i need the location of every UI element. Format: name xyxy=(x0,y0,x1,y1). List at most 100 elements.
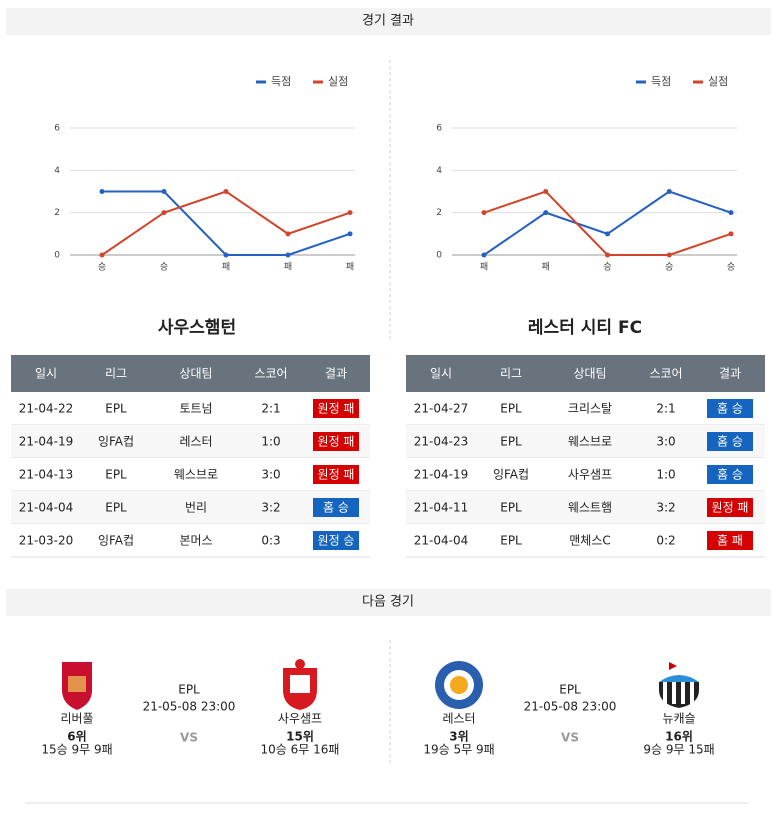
table-cell: 21-04-23 xyxy=(414,435,468,449)
table-cell: EPL xyxy=(105,402,127,416)
team-rank: 15위 xyxy=(286,730,314,744)
team-logo xyxy=(659,682,699,708)
x-tick-label: 패 xyxy=(284,262,292,273)
result-label: 원정 패 xyxy=(318,435,355,449)
x-tick-label: 승 xyxy=(160,262,168,273)
table-cell: EPL xyxy=(500,435,522,449)
table-cell: 웨스트햄 xyxy=(568,501,612,515)
result-label: 원정 패 xyxy=(318,468,355,482)
column-header: 결과 xyxy=(325,367,347,381)
legend-label: 득점 xyxy=(271,75,291,88)
column-header: 결과 xyxy=(719,367,741,381)
data-point xyxy=(285,252,291,258)
team-logo xyxy=(663,682,667,704)
section-title: 다음 경기 xyxy=(362,595,414,610)
data-point xyxy=(666,189,672,194)
table-cell: 3:0 xyxy=(656,435,675,449)
result-badge xyxy=(313,432,359,451)
column-header: 일시 xyxy=(430,367,452,381)
table-row xyxy=(11,392,370,425)
table-header xyxy=(11,355,370,392)
column-header: 상대팀 xyxy=(573,367,606,381)
table-cell: 3:0 xyxy=(261,468,280,482)
series-line xyxy=(102,190,351,256)
y-tick-label: 6 xyxy=(436,124,442,134)
table-row xyxy=(406,392,765,425)
result-badge xyxy=(707,465,753,484)
y-tick-label: 0 xyxy=(436,251,442,261)
result-badge xyxy=(707,399,753,418)
y-tick-label: 2 xyxy=(54,208,60,218)
result-badge xyxy=(707,432,753,451)
team-name: 사우샘프 xyxy=(278,712,322,726)
table-row xyxy=(406,491,765,524)
table-cell: 토트넘 xyxy=(179,402,212,416)
y-tick-label: 6 xyxy=(54,124,60,134)
column-header: 스코어 xyxy=(254,367,287,381)
section-bar xyxy=(6,8,771,35)
series-line xyxy=(101,190,351,256)
legend-label: 실점 xyxy=(708,75,728,88)
data-point xyxy=(347,210,353,216)
table-cell: 21-04-13 xyxy=(19,468,73,482)
table-cell: 3:2 xyxy=(261,501,280,515)
table-cell: 2:1 xyxy=(656,402,675,416)
x-tick-label: 패 xyxy=(542,262,550,273)
table-row xyxy=(11,425,370,458)
legend-label: 실점 xyxy=(328,75,348,88)
y-tick-label: 4 xyxy=(54,166,60,176)
team-rank: 3위 xyxy=(449,730,468,744)
team-logo xyxy=(659,675,699,682)
column-header: 리그 xyxy=(500,367,522,381)
column-header: 상대팀 xyxy=(179,367,212,381)
data-point xyxy=(728,210,734,216)
data-point xyxy=(99,189,105,194)
table-cell: 번리 xyxy=(185,501,207,515)
team-record: 10승 6무 16패 xyxy=(261,743,340,757)
table-cell: 크리스탈 xyxy=(568,402,612,416)
data-point xyxy=(728,231,734,237)
table-cell: 1:0 xyxy=(656,468,675,482)
table-row xyxy=(11,458,370,491)
column-header: 리그 xyxy=(105,367,127,381)
x-tick-label: 패 xyxy=(222,262,230,273)
vs-label: VS xyxy=(561,731,579,745)
section-bar xyxy=(6,589,771,616)
table-cell: 잉FA컵 xyxy=(98,435,134,449)
result-label: 원정 패 xyxy=(712,501,749,515)
table-cell: EPL xyxy=(105,468,127,482)
x-tick-label: 승 xyxy=(603,262,611,273)
data-point xyxy=(481,210,487,216)
x-tick-label: 승 xyxy=(665,262,673,273)
team-record: 15승 9무 9패 xyxy=(41,743,112,757)
table-cell: 웨스브로 xyxy=(174,468,218,482)
table-row xyxy=(11,491,370,524)
legend-label: 득점 xyxy=(651,75,671,88)
data-point xyxy=(666,252,672,258)
data-point xyxy=(543,210,549,216)
data-point xyxy=(605,231,610,237)
series-line xyxy=(483,190,732,256)
result-label: 홈 승 xyxy=(717,468,743,482)
data-point xyxy=(223,252,229,258)
data-point xyxy=(481,252,487,258)
team-name: 리버풀 xyxy=(60,712,93,726)
table-cell: 21-04-11 xyxy=(414,501,468,515)
result-badge xyxy=(313,465,359,484)
data-point xyxy=(99,252,105,258)
table-cell: 21-04-19 xyxy=(414,468,468,482)
series-line xyxy=(483,190,732,256)
table-row xyxy=(11,524,370,557)
data-point xyxy=(223,189,229,194)
y-tick-label: 0 xyxy=(54,251,60,261)
result-badge xyxy=(313,531,359,550)
team-logo xyxy=(669,662,677,670)
column-header: 일시 xyxy=(35,367,57,381)
team-name: 뉴캐슬 xyxy=(662,712,695,726)
table-cell: 21-04-04 xyxy=(414,534,468,548)
column-header: 스코어 xyxy=(649,367,682,381)
team-logo xyxy=(672,682,676,704)
section-title: 경기 결과 xyxy=(362,14,414,29)
team-name: 사우스햄턴 xyxy=(158,317,236,338)
